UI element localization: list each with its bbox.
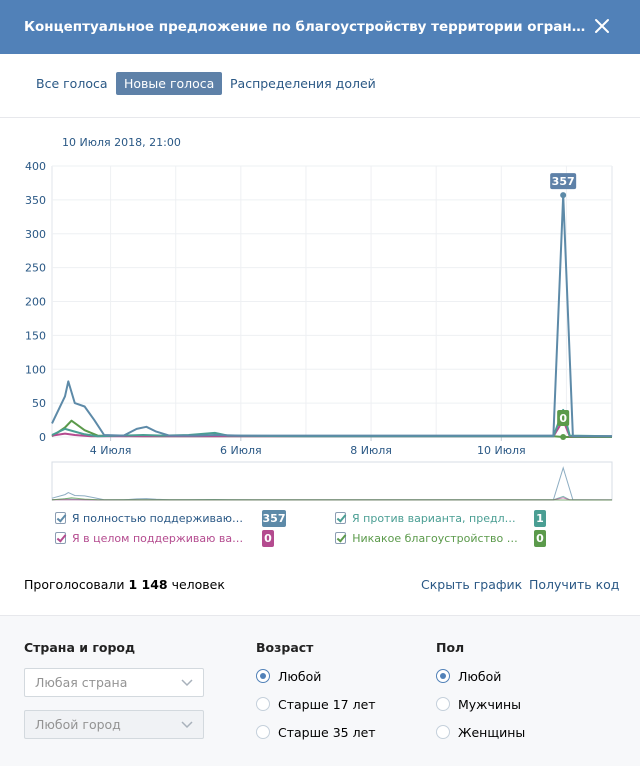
country-select-value: Любая страна <box>35 675 128 690</box>
legend-item-no-improvement[interactable]: Никакое благоустройство не ... <box>335 530 520 546</box>
age-radio-over-17[interactable]: Старше 17 лет <box>256 695 376 713</box>
checkbox-icon[interactable] <box>55 512 66 524</box>
chart-y-axis: 400 350 300 250 200 150 100 50 0 <box>25 160 46 444</box>
legend-label: Я против варианта, предложе... <box>352 511 520 525</box>
radio-label: Старше 35 лет <box>278 724 376 740</box>
tab-all-votes[interactable]: Все голоса <box>36 76 108 91</box>
legend-count-badge: 357 <box>262 510 286 527</box>
gender-radio-any[interactable]: Любой <box>436 667 501 685</box>
legend-count-badge: 0 <box>262 530 274 547</box>
legend-label: Я полностью поддерживаю вар... <box>71 511 245 525</box>
navigator-frame <box>51 461 613 501</box>
y-tick-label: 200 <box>25 296 46 309</box>
checkbox-icon[interactable] <box>335 532 347 544</box>
y-tick-label: 250 <box>25 262 46 275</box>
radio-selected-icon <box>256 669 270 683</box>
legend-count-badge: 1 <box>534 510 546 527</box>
chart-lines <box>51 194 613 438</box>
peak-label: 357 <box>552 175 575 188</box>
tab-bar: Все голоса Новые голоса Распределения до… <box>0 54 640 118</box>
votes-summary: Проголосовали 1 148 человек <box>24 577 225 592</box>
radio-label: Любой <box>458 668 502 684</box>
peak-label-bg <box>550 173 577 190</box>
checkbox-icon[interactable] <box>55 532 67 544</box>
legend-count-badge: 0 <box>534 530 546 547</box>
y-tick-label: 0 <box>39 431 46 444</box>
zero-label: 0 <box>559 412 567 425</box>
navigator-line <box>51 497 612 501</box>
hide-chart-link[interactable]: Скрыть график <box>421 577 523 592</box>
x-tick-label: 10 Июля <box>477 444 526 457</box>
legend-item-against[interactable]: Я против варианта, предложе... <box>335 510 520 526</box>
zero-point <box>560 434 567 440</box>
chart-x-axis: 4 Июля 6 Июля 8 Июля 10 Июля <box>90 437 526 457</box>
radio-label: Мужчины <box>458 696 521 712</box>
get-code-link[interactable]: Получить код <box>529 577 620 592</box>
close-icon[interactable] <box>590 14 614 38</box>
peak-point <box>560 192 567 199</box>
votes-summary-prefix: Проголосовали <box>24 577 129 592</box>
age-radio-over-35[interactable]: Старше 35 лет <box>256 723 376 741</box>
location-filter-header: Страна и город <box>24 640 136 655</box>
zero-label-bg <box>557 410 570 426</box>
age-radio-any[interactable]: Любой <box>256 667 321 685</box>
series-line <box>51 419 612 438</box>
tab-share-distribution[interactable]: Распределения долей <box>230 76 376 91</box>
radio-icon <box>256 697 270 711</box>
city-select-value: Любой город <box>35 717 121 732</box>
country-select[interactable]: Любая страна <box>24 668 204 697</box>
x-tick-label: 6 Июля <box>220 444 262 457</box>
votes-chart[interactable]: 400 350 300 250 200 150 100 50 0 4 Июля 6 Июля 8 И… <box>0 150 640 505</box>
legend-item-generally-support[interactable]: Я в целом поддерживаю вариа... <box>55 530 245 546</box>
chart-markers: 357 0 <box>550 173 577 440</box>
city-select[interactable]: Любой город <box>24 710 204 739</box>
votes-summary-suffix: человек <box>167 577 225 592</box>
dialog-title: Концептуальное предложение по благоустро… <box>24 19 590 35</box>
gender-radio-female[interactable]: Женщины <box>436 723 525 741</box>
radio-label: Женщины <box>458 724 526 740</box>
y-tick-label: 100 <box>25 363 46 376</box>
chart-grid <box>51 165 613 438</box>
x-tick-label: 4 Июля <box>90 444 132 457</box>
chart-date-label: 10 Июля 2018, 21:00 <box>62 136 181 149</box>
series-line <box>51 408 613 438</box>
chart-navigator <box>51 461 613 501</box>
legend-item-fully-support[interactable]: Я полностью поддерживаю вар... <box>55 510 245 526</box>
y-tick-label: 350 <box>25 194 46 207</box>
series-line <box>51 194 612 438</box>
gender-filter-header: Пол <box>436 640 465 655</box>
legend-label: Никакое благоустройство не ... <box>352 531 520 545</box>
legend-label: Я в целом поддерживаю вариа... <box>72 531 245 545</box>
filters-panel: Страна и город Любая страна Любой город … <box>0 615 640 766</box>
gender-radio-male[interactable]: Мужчины <box>436 695 521 713</box>
radio-selected-icon <box>436 669 450 683</box>
radio-icon <box>436 697 450 711</box>
radio-icon <box>436 725 450 739</box>
radio-label: Старше 17 лет <box>278 696 376 712</box>
dialog-header: Концептуальное предложение по благоустро… <box>0 0 640 54</box>
age-filter-header: Возраст <box>256 640 314 655</box>
chevron-down-icon <box>181 721 193 729</box>
tab-new-votes[interactable]: Новые голоса <box>116 72 223 95</box>
radio-label: Любой <box>278 668 322 684</box>
y-tick-label: 50 <box>32 397 46 410</box>
chevron-down-icon <box>181 679 193 687</box>
y-tick-label: 150 <box>25 329 46 342</box>
votes-count: 1 148 <box>128 577 168 592</box>
y-tick-label: 400 <box>25 160 46 173</box>
checkbox-icon[interactable] <box>335 512 347 524</box>
y-tick-label: 300 <box>25 228 46 241</box>
radio-icon <box>256 725 270 739</box>
x-tick-label: 8 Июля <box>350 444 392 457</box>
